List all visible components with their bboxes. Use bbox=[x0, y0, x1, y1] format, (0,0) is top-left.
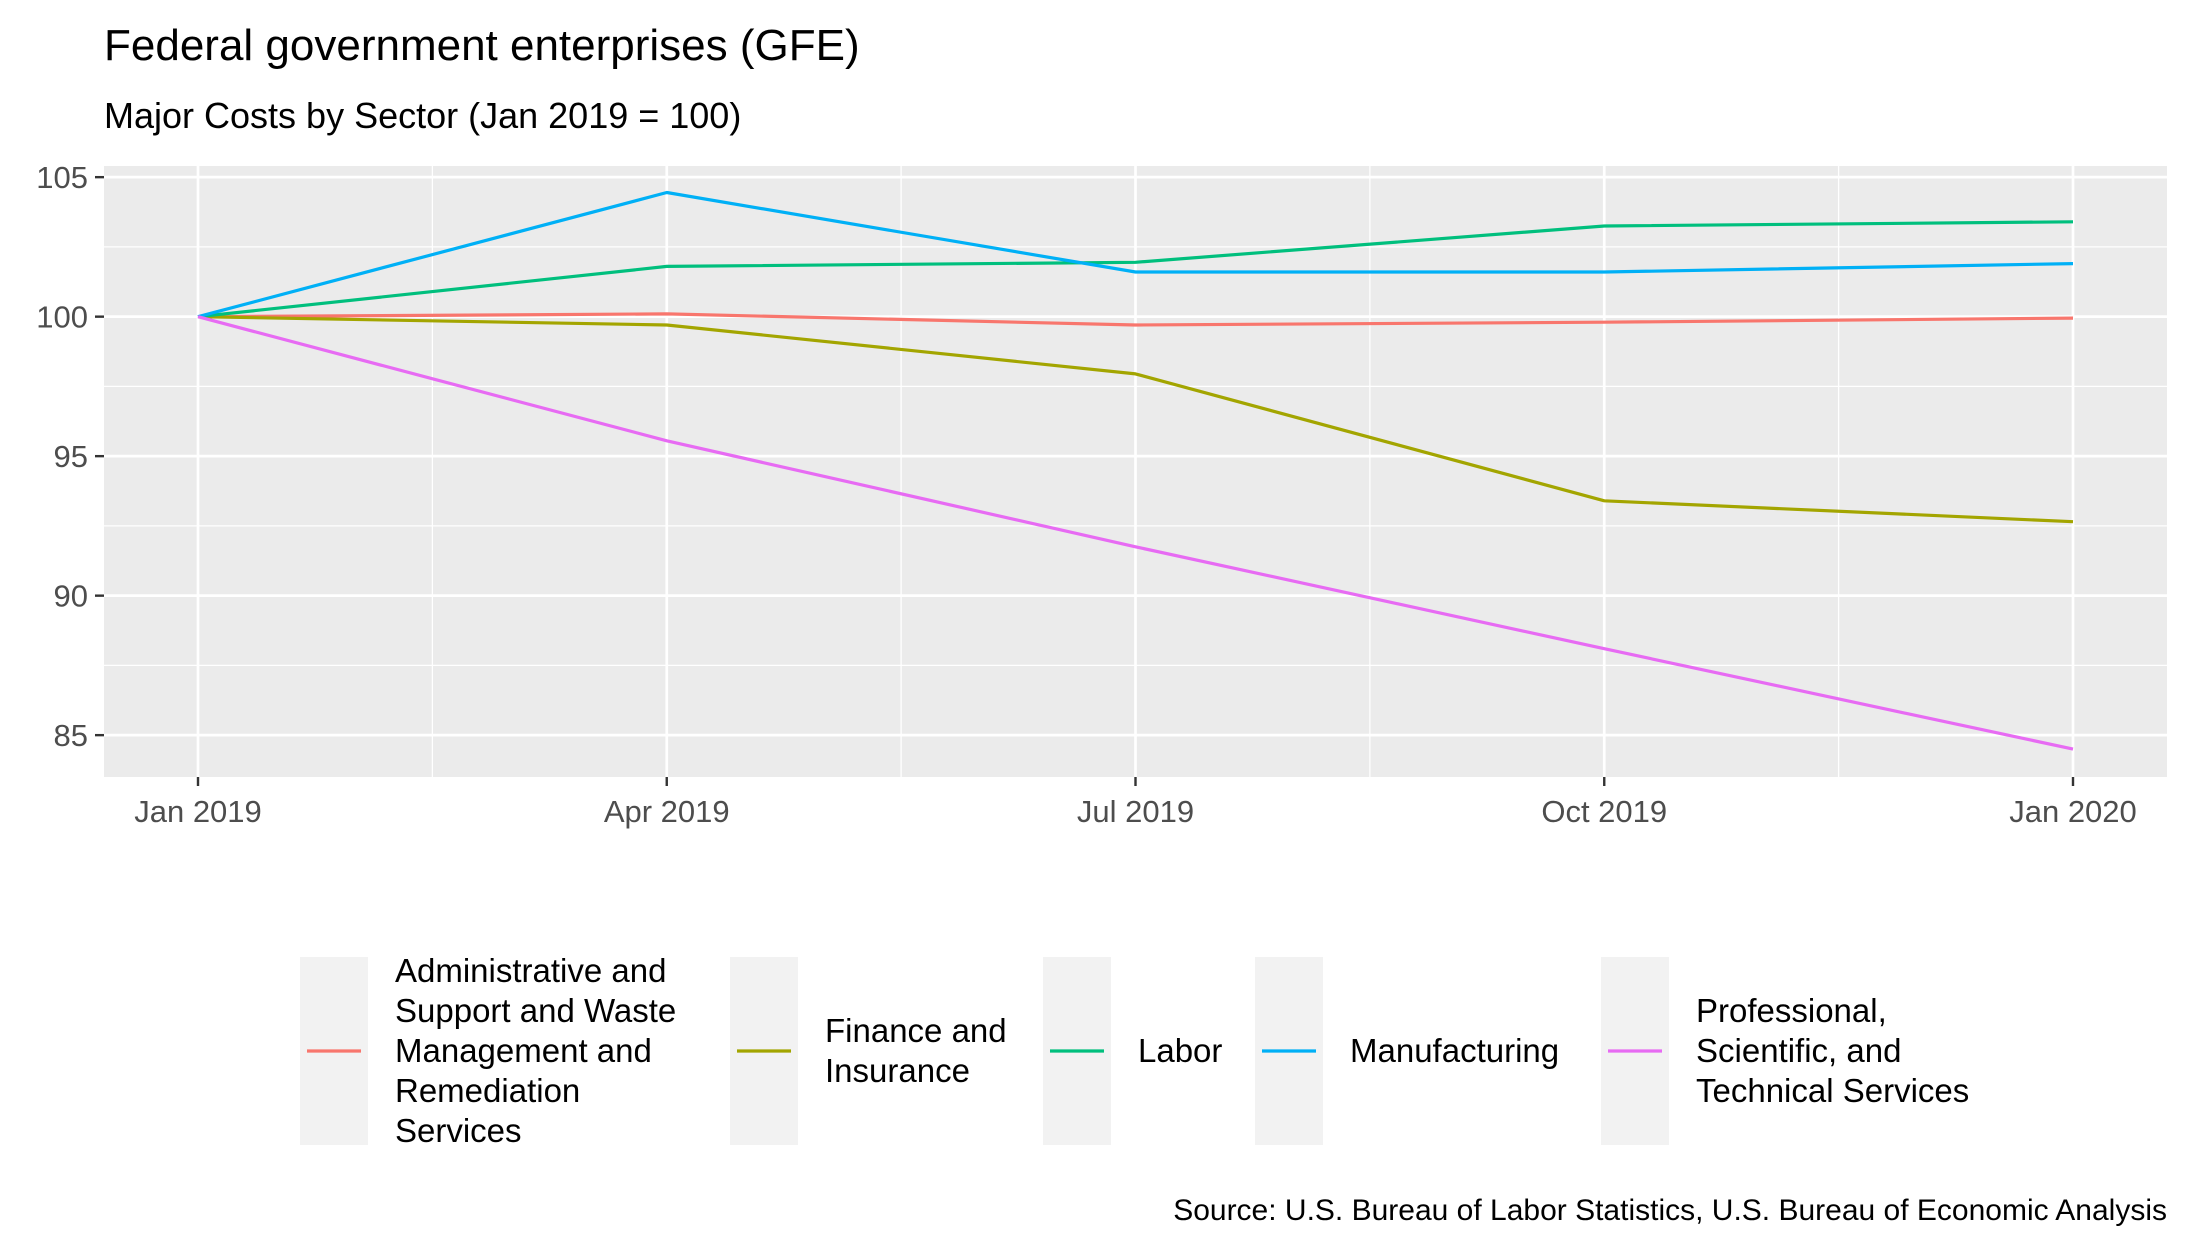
legend: Administrative and Support and Waste Manag… bbox=[300, 952, 1969, 1149]
legend-label-line: Professional, bbox=[1696, 992, 1887, 1029]
legend-label-line: Scientific, and bbox=[1696, 1032, 1901, 1069]
legend-label: Professional, Scientific, and Technical Se… bbox=[1696, 992, 1969, 1109]
legend-label-line: Support and Waste bbox=[395, 992, 676, 1029]
series-line bbox=[197, 312, 2074, 327]
series-line bbox=[197, 315, 2074, 751]
x-tick-label: Jul 2019 bbox=[1077, 794, 1194, 829]
legend-label: Finance and Insurance bbox=[825, 1012, 1007, 1089]
series-line bbox=[197, 190, 2074, 319]
chart-subtitle: Major Costs by Sector (Jan 2019 = 100) bbox=[104, 95, 741, 136]
legend-label: Administrative and Support and Waste Manag… bbox=[395, 952, 676, 1149]
x-tick-label: Oct 2019 bbox=[1541, 794, 1667, 829]
y-tick-label: 105 bbox=[36, 160, 88, 195]
chart-title: Federal government enterprises (GFE) bbox=[104, 21, 860, 70]
legend-label-line: Labor bbox=[1138, 1032, 1222, 1069]
x-axis: Jan 2019 Apr 2019 Jul 2019 Oct 2019 Jan 2020 bbox=[134, 777, 2137, 829]
y-tick-label: 90 bbox=[54, 579, 88, 614]
series-line bbox=[197, 220, 2074, 319]
x-tick-label: Apr 2019 bbox=[604, 794, 730, 829]
y-axis: 85 90 95 100 105 bbox=[36, 160, 104, 753]
y-tick-label: 95 bbox=[54, 439, 88, 474]
legend-label-line: Manufacturing bbox=[1350, 1032, 1559, 1069]
series-lines bbox=[197, 190, 2074, 751]
grid-major bbox=[104, 166, 2167, 777]
legend-label-line: Administrative and bbox=[395, 952, 666, 989]
series-line bbox=[197, 315, 2074, 524]
legend-label-line: Finance and bbox=[825, 1012, 1007, 1049]
chart-caption: Source: U.S. Bureau of Labor Statistics,… bbox=[1173, 1194, 2167, 1227]
legend-label: Labor bbox=[1138, 1032, 1222, 1069]
x-tick-label: Jan 2020 bbox=[2009, 794, 2137, 829]
legend-label-line: Remediation bbox=[395, 1072, 580, 1109]
y-tick-label: 100 bbox=[36, 300, 88, 335]
y-tick-label: 85 bbox=[54, 718, 88, 753]
x-tick-label: Jan 2019 bbox=[134, 794, 262, 829]
legend-label-line: Services bbox=[395, 1112, 522, 1149]
legend-label-line: Insurance bbox=[825, 1052, 970, 1089]
legend-label-line: Management and bbox=[395, 1032, 652, 1069]
legend-label: Manufacturing bbox=[1350, 1032, 1559, 1069]
legend-label-line: Technical Services bbox=[1696, 1072, 1969, 1109]
